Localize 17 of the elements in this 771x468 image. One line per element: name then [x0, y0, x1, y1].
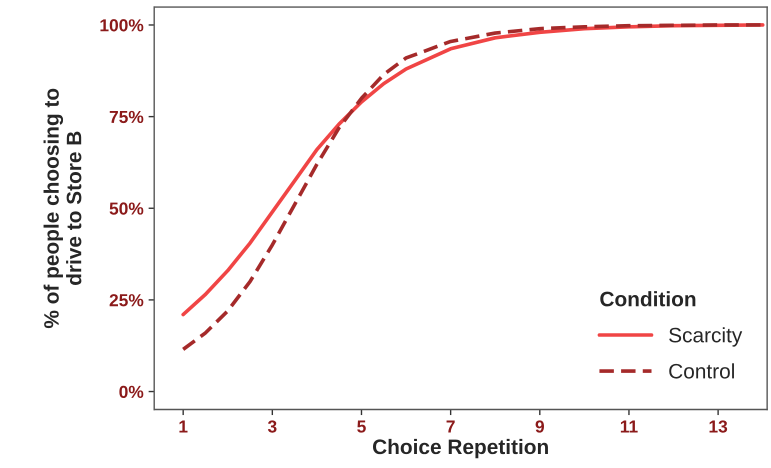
y-tick-label: 50%: [110, 202, 144, 215]
x-tick-label: 1: [179, 420, 188, 432]
x-tick-label: 9: [536, 420, 544, 433]
y-tick-label: 25%: [110, 294, 144, 306]
x-tick-label: 5: [357, 420, 366, 433]
x-tick-label: 7: [446, 420, 455, 432]
x-tick-label: 3: [268, 420, 277, 433]
legend-title: Condition: [600, 291, 696, 306]
legend-label: Control: [669, 363, 734, 379]
y-tick-label: 0%: [119, 386, 144, 398]
y-tick-label: 75%: [110, 110, 144, 124]
x-axis-title: Choice Repetition: [372, 438, 548, 458]
x-tick-label: 13: [710, 420, 728, 433]
x-tick-label: 11: [620, 420, 638, 432]
y-axis-title: % of people choosing to drive to Store B: [44, 88, 82, 328]
legend-label: Scarcity: [669, 327, 742, 347]
y-tick-label: 100%: [100, 19, 144, 32]
